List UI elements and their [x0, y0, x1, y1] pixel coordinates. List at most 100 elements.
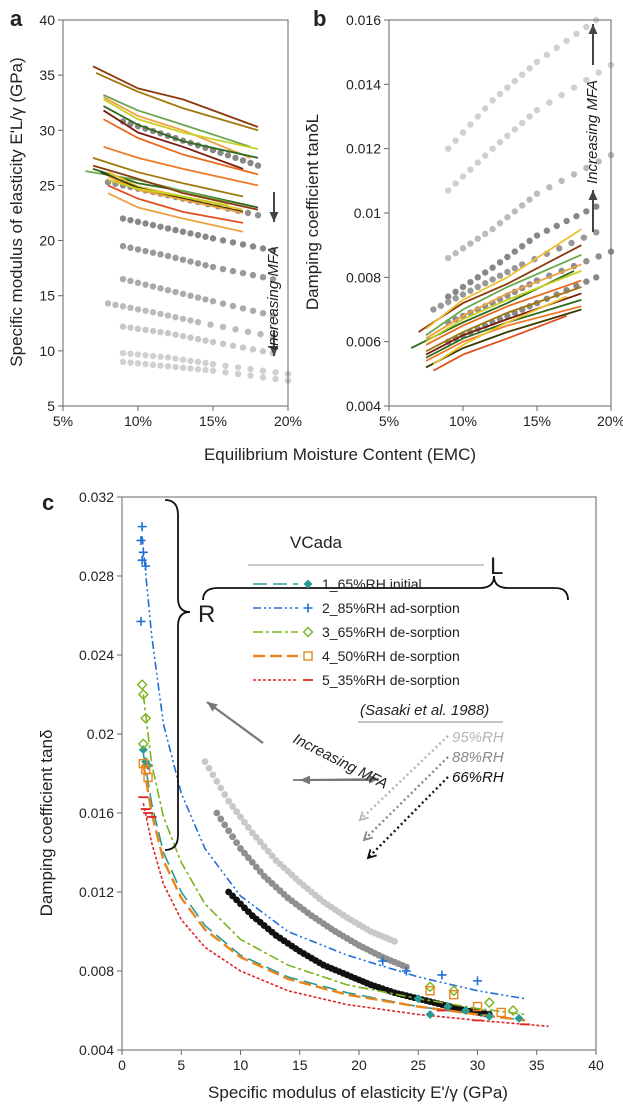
y-tick-label-c: 0.016: [79, 805, 114, 821]
dot-series-point-a: [222, 362, 229, 369]
dot-series-point-a: [187, 258, 194, 265]
data-point-c: [449, 990, 459, 1000]
legend: VCada 1_65%RH initial 2_85%RH ad-sorption…: [248, 533, 484, 688]
dot-series-point-a: [119, 275, 127, 283]
data-point-c: [141, 561, 151, 571]
data-point-c: [137, 689, 149, 700]
panel-label-a: a: [10, 6, 23, 31]
dot-series-point-a: [257, 330, 264, 338]
dot-series-point-b: [504, 214, 511, 221]
dot-series-point-b: [452, 288, 459, 296]
dot-series-point-c: [252, 833, 260, 841]
dot-series-point-b: [519, 71, 526, 78]
dot-series-point-b: [593, 203, 600, 210]
dot-series-point-a: [202, 366, 209, 374]
dot-series-point-b: [543, 227, 551, 234]
y-tick-label-b: 0.006: [346, 334, 381, 350]
dot-series-point-a: [149, 221, 157, 229]
x-tick-label-c: 15: [292, 1057, 308, 1073]
dot-series-point-a: [172, 254, 179, 262]
dot-series-point-a: [127, 244, 134, 251]
dot-series-point-c: [213, 809, 221, 817]
x-tick-label-a: 15%: [199, 413, 227, 429]
data-point-c: [138, 745, 148, 755]
dot-series-point-b: [533, 232, 541, 239]
ylabel-b: Damping coefficient tanδL: [303, 114, 322, 310]
dot-series-point-a: [209, 360, 217, 368]
dot-series-point-a: [179, 356, 187, 363]
dot-series-point-a: [239, 344, 247, 351]
annotation-increasing-mfa-c: Increasing MFA: [290, 730, 390, 792]
y-tick-label-b: 0.012: [346, 141, 381, 157]
dot-series-point-a: [119, 303, 127, 310]
dot-series-point-a: [194, 318, 202, 326]
data-point-c: [136, 535, 146, 545]
series-line-b: [425, 286, 582, 353]
dot-series-point-a: [157, 353, 164, 360]
x-tick-label-c: 30: [470, 1057, 486, 1073]
dot-series-point-a: [119, 215, 127, 222]
dot-series-point-a: [157, 285, 164, 292]
series-line-a: [103, 105, 259, 159]
y-tick-label-a: 25: [39, 177, 55, 193]
dot-series-point-a: [259, 309, 267, 317]
dot-series-point-a: [239, 157, 247, 164]
dot-series-point-a: [179, 228, 187, 235]
dot-series-point-b: [511, 208, 518, 215]
fit-curve-c: [142, 802, 549, 1028]
dot-series-point-a: [164, 252, 172, 260]
dot-series-point-b: [467, 121, 474, 128]
dot-series-point-b: [445, 187, 452, 194]
dot-series-point-b: [459, 245, 467, 252]
dot-series-point-a: [229, 239, 237, 246]
leader-88rh-head: [362, 831, 373, 842]
dot-series-point-b: [583, 23, 590, 31]
annotation-R: R: [198, 601, 215, 628]
x-tick-label-c: 10: [233, 1057, 249, 1073]
x-tick-label-a: 20%: [274, 413, 302, 429]
dot-series-point-c: [256, 838, 264, 846]
dot-series-point-a: [179, 315, 187, 323]
data-point-c: [138, 758, 149, 769]
dot-series-point-a: [194, 366, 202, 373]
dot-series-point-b: [482, 230, 489, 238]
dot-series-point-a: [217, 149, 224, 156]
dot-series-point-b: [533, 106, 541, 114]
dot-series-point-b: [459, 283, 467, 291]
dot-series-point-b: [558, 91, 565, 99]
dot-series-point-c: [260, 843, 268, 850]
dot-series-point-a: [119, 242, 127, 250]
dot-series-point-a: [187, 357, 194, 364]
dot-series-point-a: [259, 245, 267, 252]
dot-series-point-a: [224, 152, 232, 159]
dot-series-point-a: [219, 300, 227, 307]
data-point-c: [137, 738, 149, 750]
dot-series-point-a: [209, 263, 217, 271]
dot-series-point-a: [142, 281, 149, 288]
dot-series-point-a: [222, 369, 229, 376]
legend-marker-3: [302, 626, 314, 638]
series-line-b: [425, 298, 582, 359]
data-point-c: [137, 522, 147, 532]
series-line-b: [432, 315, 567, 372]
dot-series-point-c: [233, 839, 240, 847]
dot-series-point-a: [229, 342, 237, 349]
dot-series-point-b: [452, 180, 459, 187]
dot-series-point-b: [467, 166, 474, 173]
y-tick-label-b: 0.01: [354, 205, 381, 221]
legend-label-5: 5_35%RH de-sorption: [322, 672, 460, 688]
dot-series-point-c: [225, 797, 233, 805]
series-line-a: [92, 156, 244, 198]
series-line-a: [107, 179, 229, 207]
dot-series-point-a: [247, 159, 254, 167]
dot-series-point-b: [583, 76, 590, 84]
dot-series-point-b: [568, 239, 575, 247]
fit-curve-c: [141, 536, 526, 1000]
dot-series-point-a: [179, 256, 187, 263]
dot-series-point-c: [248, 858, 256, 866]
dot-series-point-a: [219, 265, 227, 273]
dot-series-point-a: [254, 212, 262, 219]
dot-series-point-b: [533, 190, 541, 197]
